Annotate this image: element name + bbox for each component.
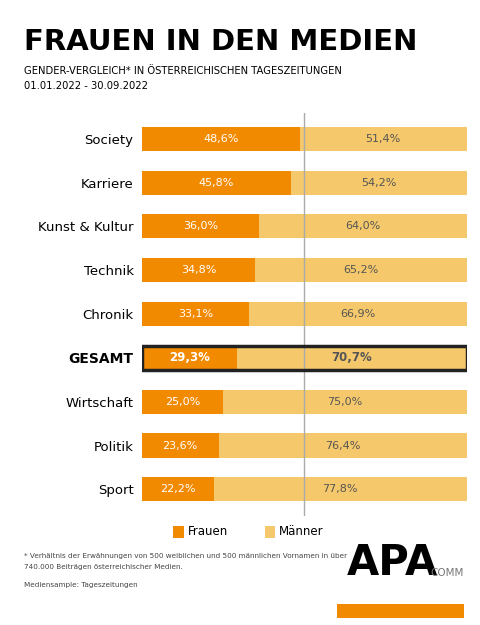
Text: 48,6%: 48,6%: [203, 134, 238, 144]
Text: 29,3%: 29,3%: [168, 351, 209, 364]
Bar: [258, 214, 466, 239]
Text: APA: APA: [346, 542, 437, 584]
Text: 23,6%: 23,6%: [162, 441, 197, 451]
Text: FRAUEN IN DEN MEDIEN: FRAUEN IN DEN MEDIEN: [24, 28, 417, 56]
Text: 77,8%: 77,8%: [322, 484, 357, 494]
Bar: [142, 478, 214, 501]
Text: 22,2%: 22,2%: [160, 484, 195, 494]
Bar: [142, 171, 290, 194]
Text: 33,1%: 33,1%: [178, 309, 213, 319]
Bar: [142, 127, 299, 151]
Text: 45,8%: 45,8%: [198, 177, 233, 187]
Bar: [249, 302, 466, 326]
Bar: [142, 214, 258, 239]
Text: 75,0%: 75,0%: [326, 397, 362, 407]
Text: * Verhältnis der Erwähnungen von 500 weiblichen und 500 männlichen Vornamen in ü: * Verhältnis der Erwähnungen von 500 wei…: [24, 553, 347, 559]
Bar: [254, 258, 466, 282]
Text: 01.01.2022 - 30.09.2022: 01.01.2022 - 30.09.2022: [24, 81, 148, 91]
Bar: [142, 302, 249, 326]
Bar: [142, 346, 237, 370]
Text: 64,0%: 64,0%: [344, 221, 380, 231]
Bar: [237, 346, 466, 370]
Text: 51,4%: 51,4%: [365, 134, 400, 144]
Text: 740.000 Beiträgen österreichischer Medien.: 740.000 Beiträgen österreichischer Medie…: [24, 564, 182, 570]
Bar: [214, 478, 466, 501]
Text: 34,8%: 34,8%: [180, 265, 216, 275]
Text: GENDER-VERGLEICH* IN ÖSTERREICHISCHEN TAGESZEITUNGEN: GENDER-VERGLEICH* IN ÖSTERREICHISCHEN TA…: [24, 66, 341, 76]
Text: COMM: COMM: [430, 568, 463, 578]
Text: 66,9%: 66,9%: [340, 309, 375, 319]
Bar: [142, 434, 218, 457]
Text: Mediensample: Tageszeitungen: Mediensample: Tageszeitungen: [24, 582, 137, 589]
Text: Frauen: Frauen: [187, 526, 228, 538]
Text: 70,7%: 70,7%: [331, 351, 372, 364]
Bar: [142, 258, 254, 282]
Text: Männer: Männer: [278, 526, 323, 538]
Bar: [299, 127, 466, 151]
Bar: [290, 171, 466, 194]
Text: 25,0%: 25,0%: [165, 397, 200, 407]
Text: 76,4%: 76,4%: [324, 441, 360, 451]
Bar: [142, 389, 223, 414]
Bar: [218, 434, 466, 457]
Text: 54,2%: 54,2%: [360, 177, 396, 187]
Text: 65,2%: 65,2%: [342, 265, 378, 275]
Bar: [223, 389, 466, 414]
Text: 36,0%: 36,0%: [182, 221, 217, 231]
